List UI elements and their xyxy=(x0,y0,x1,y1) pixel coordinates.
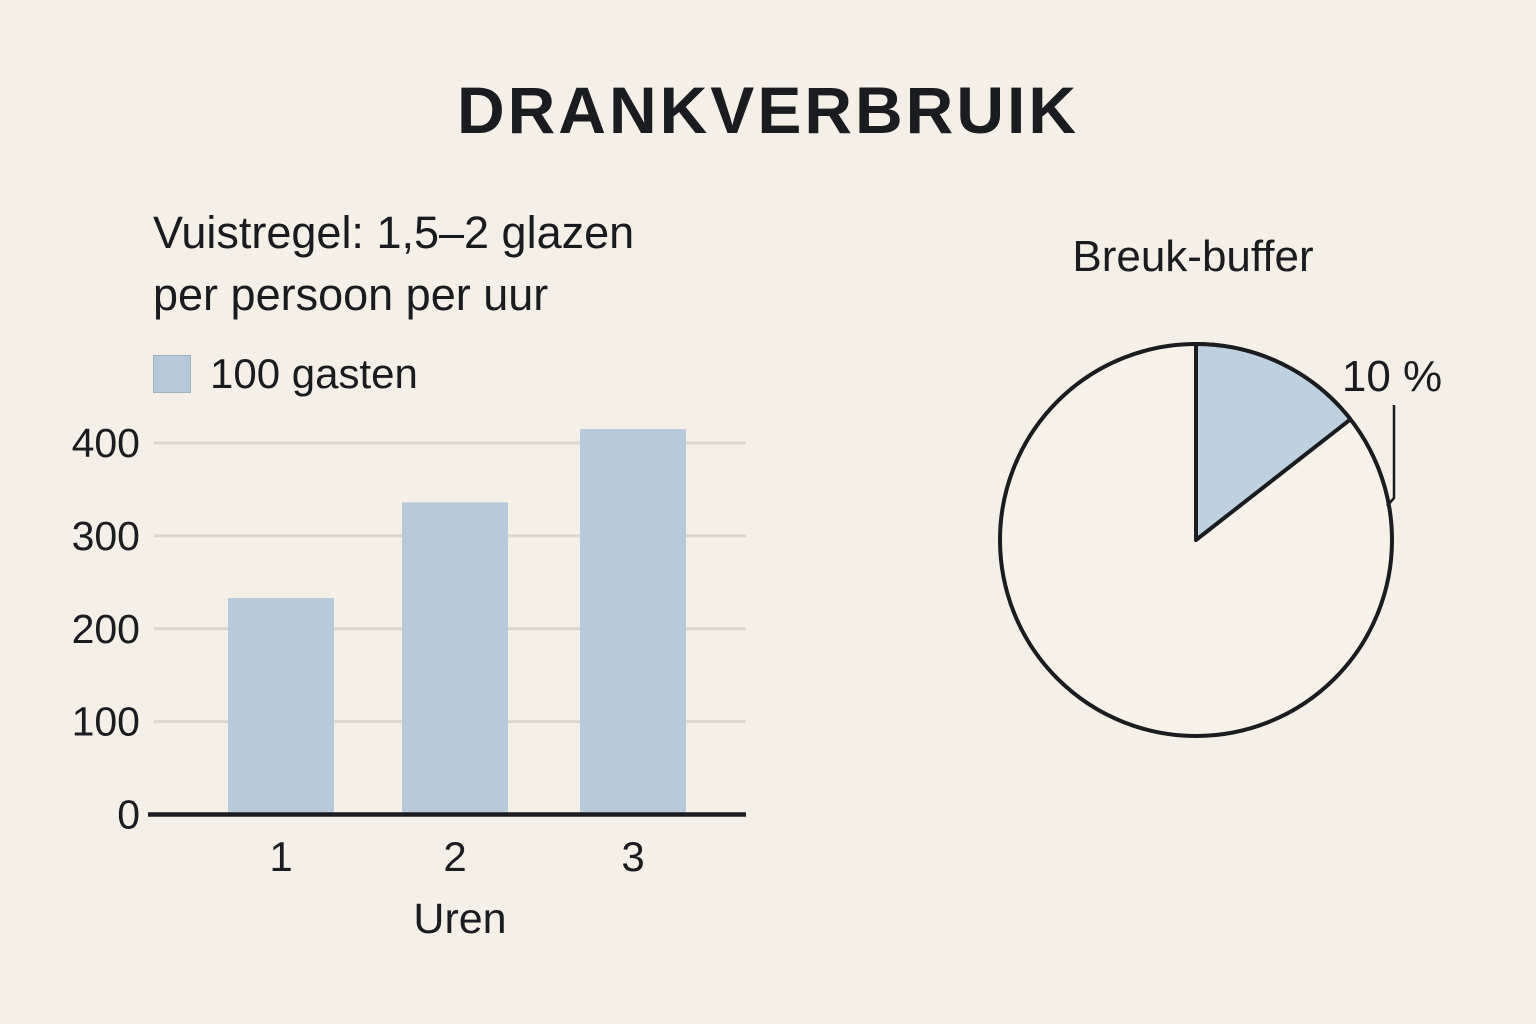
bar-chart-subtitle: Vuistregel: 1,5–2 glazen per persoon per… xyxy=(153,202,634,326)
pie-slice-breuk-buffer xyxy=(1194,342,1353,542)
page-title: DRANKVERBRUIK xyxy=(456,73,1079,147)
x-tick-label-3: 3 xyxy=(621,833,644,880)
x-axis-title: Uren xyxy=(413,895,506,943)
y-tick-label-100: 100 xyxy=(72,699,140,745)
subtitle-line-1: Vuistregel: 1,5–2 glazen xyxy=(153,207,635,258)
pie-chart xyxy=(998,342,1396,738)
pie-title: Breuk-buffer xyxy=(1072,232,1313,281)
y-tick-label-400: 400 xyxy=(72,420,140,466)
y-tick-label-0: 0 xyxy=(117,792,140,838)
y-tick-label-300: 300 xyxy=(72,513,140,559)
bar-hour-1 xyxy=(228,598,334,815)
legend-swatch xyxy=(153,355,191,393)
bar-hour-2 xyxy=(402,502,508,815)
pie-percentage-label: 10 % xyxy=(1342,352,1442,401)
subtitle-line-2: per persoon per uur xyxy=(153,269,549,320)
bar-chart-legend: 100 gasten xyxy=(153,350,418,398)
x-tick-label-1: 1 xyxy=(269,833,292,880)
legend-label: 100 gasten xyxy=(210,350,418,397)
pie-callout-line xyxy=(1386,405,1396,507)
bar-hour-3 xyxy=(580,429,686,815)
bar-chart: 0 100 200 300 400 1 2 3 xyxy=(72,420,746,880)
x-tick-label-2: 2 xyxy=(443,833,466,880)
y-tick-label-200: 200 xyxy=(72,606,140,652)
